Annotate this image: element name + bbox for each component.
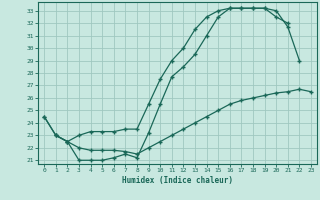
X-axis label: Humidex (Indice chaleur): Humidex (Indice chaleur) xyxy=(122,176,233,185)
